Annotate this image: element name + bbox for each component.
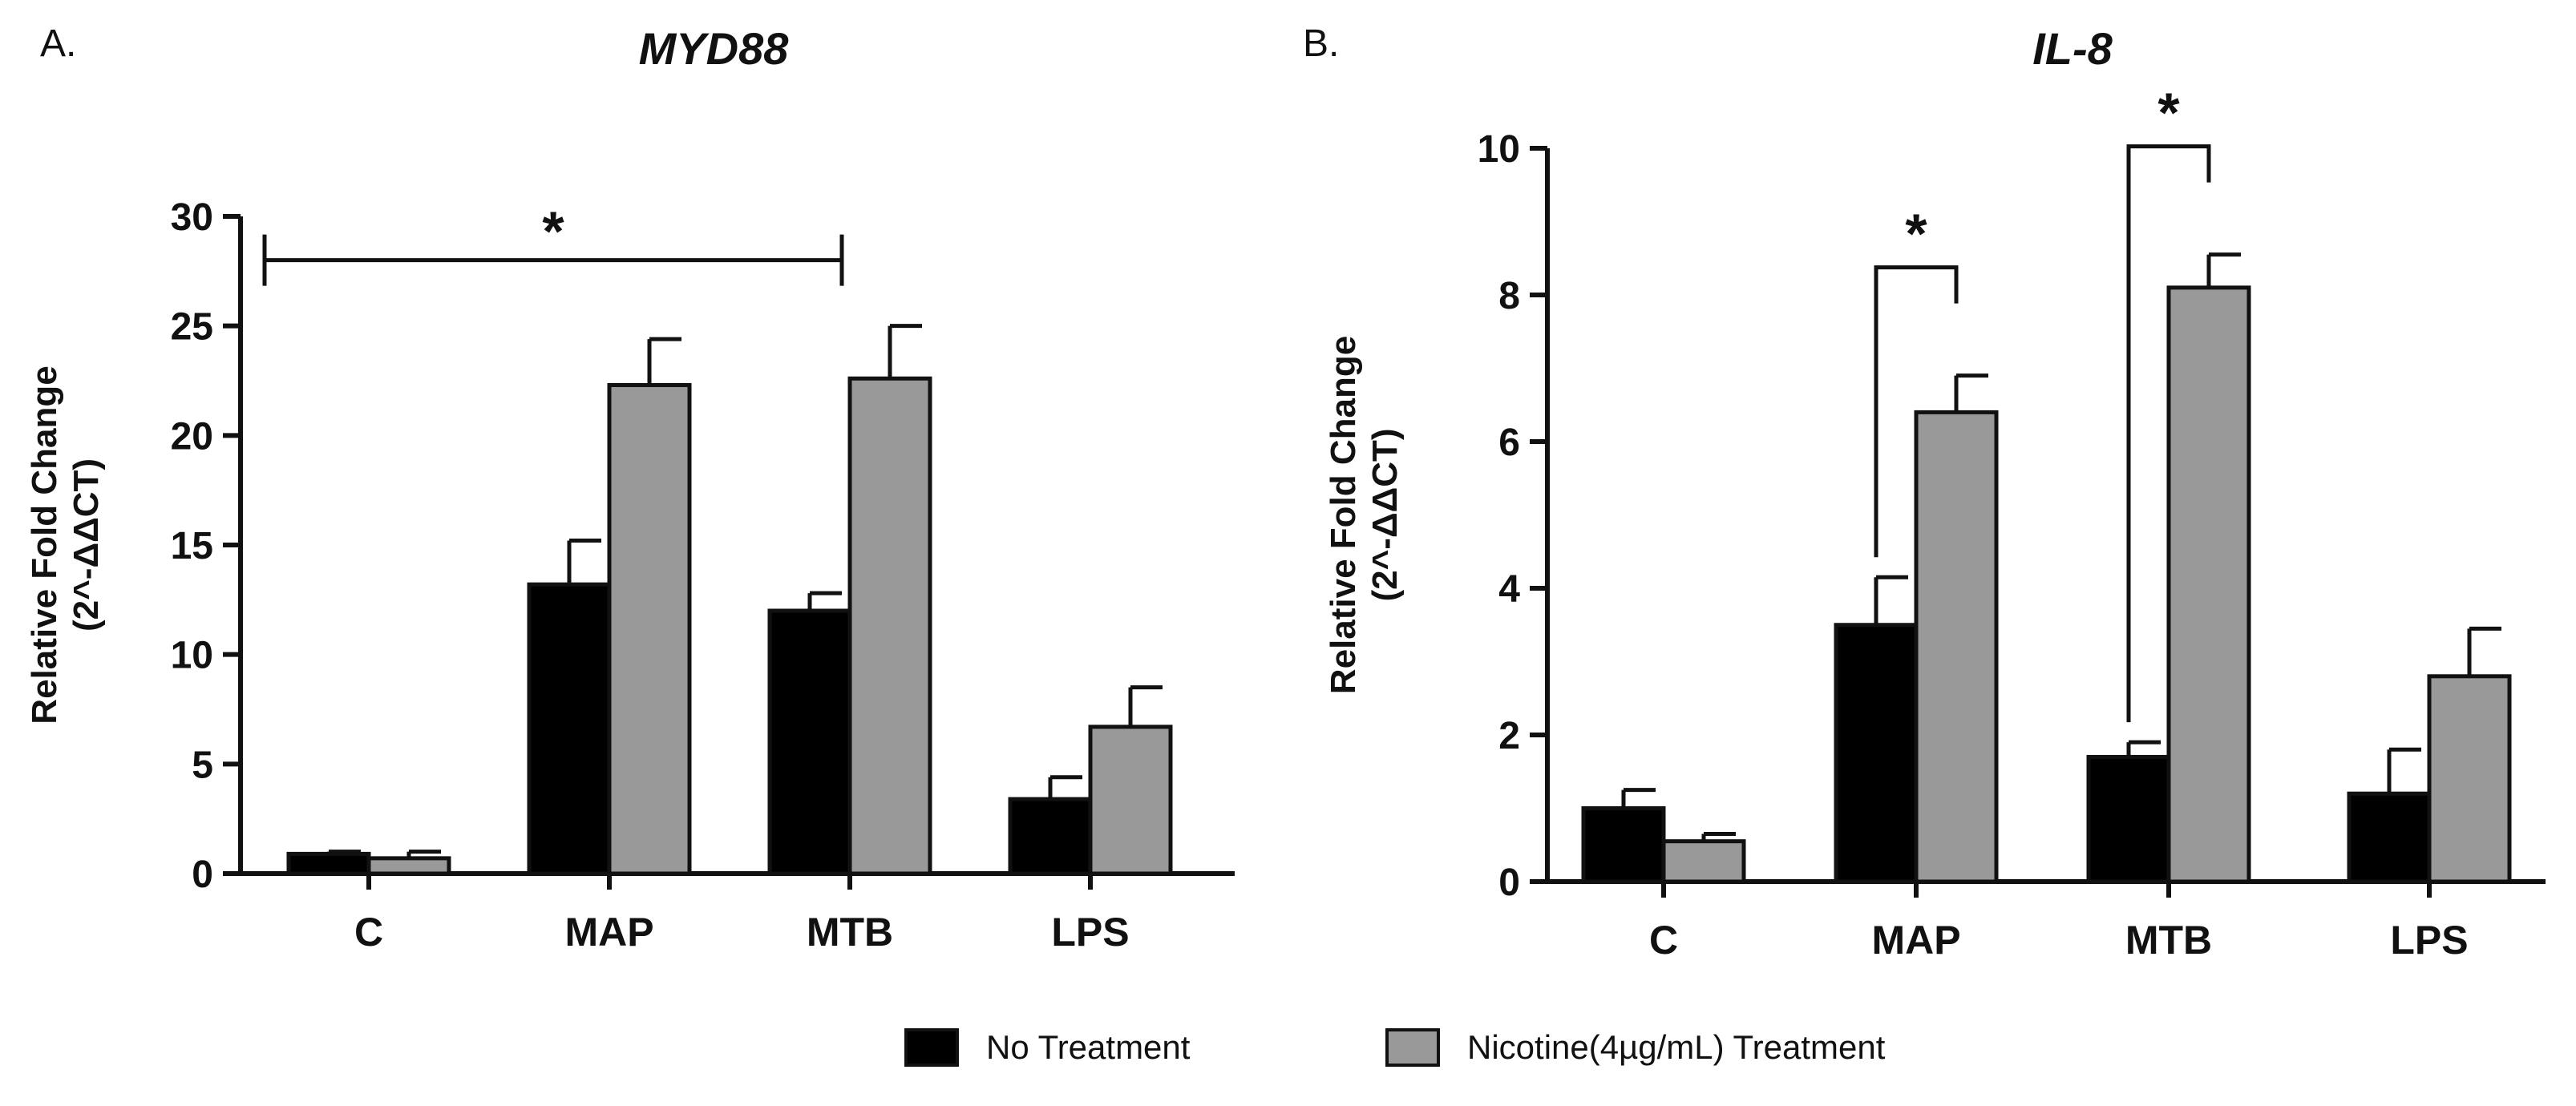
legend: No Treatment Nicotine(4µg/mL) Treatment [904,1028,1886,1067]
x-tick-label: LPS [2390,918,2468,963]
legend-label: Nicotine(4µg/mL) Treatment [1467,1028,1886,1066]
y-tick-label: 30 [171,196,213,239]
bar [1661,839,1746,884]
significance-bracket [1874,265,1959,558]
y-axis-label-line1: Relative Fold Change [25,365,64,724]
y-tick-label: 0 [1498,862,1520,904]
y-tick-label: 20 [171,415,213,458]
legend-swatch [904,1028,959,1067]
significance-star: * [542,200,564,263]
x-tick-label: C [1649,918,1678,963]
panel-letter: B. [1303,22,1339,65]
bar [607,382,692,876]
x-tick-label: MTB [807,910,893,955]
significance-bracket [2126,144,2211,723]
y-axis-label: Relative Fold Change (2^-ΔΔCT) [25,365,106,724]
bar [1088,725,1173,876]
bar [527,582,612,876]
x-tick-label: MAP [564,910,653,955]
y-axis-label-line1: Relative Fold Change [1324,336,1363,694]
x-tick-label: MAP [1871,918,1960,963]
bar [1581,806,1666,884]
y-tick-label: 4 [1498,568,1520,611]
legend-swatch [1385,1028,1440,1067]
x-tick-label: C [354,910,383,955]
y-tick-label: 25 [171,306,213,349]
significance-star: * [1905,203,1927,265]
bar [2086,754,2171,884]
bar [286,851,371,876]
significance-star: * [2157,82,2180,144]
y-tick-label: 10 [1478,128,1520,171]
y-tick-label: 8 [1498,275,1520,317]
bar [2166,285,2251,884]
chart-title: IL-8 [2032,23,2113,74]
bar [847,376,932,876]
chart-title: MYD88 [639,23,790,74]
bar [2347,791,2432,884]
y-tick-label: 5 [192,744,213,786]
x-tick-label: MTB [2125,918,2212,963]
bar [1008,797,1093,876]
bar [366,856,451,876]
bar [767,608,852,876]
bar [2427,674,2512,884]
y-axis-label-line2: (2^-ΔΔCT) [67,458,106,632]
bar [1914,410,1999,884]
bar [1834,623,1919,884]
panel-b-chart: B. IL-8 Relative Fold Change (2^-ΔΔCT) 0 2 4 6 8… [1303,22,2546,963]
y-tick-label: 2 [1498,715,1520,757]
legend-label: No Treatment [986,1028,1191,1066]
y-tick-label: 10 [171,635,213,677]
panel-letter: A. [40,22,76,65]
y-axis-label: Relative Fold Change (2^-ΔΔCT) [1324,336,1405,694]
y-tick-label: 0 [192,854,213,896]
panel-a-chart: A. MYD88 Relative Fold Change (2^-ΔΔCT) 0 5 10… [25,22,1235,955]
y-axis-label-line2: (2^-ΔΔCT) [1365,428,1405,601]
x-tick-label: LPS [1051,910,1129,955]
y-tick-label: 6 [1498,422,1520,464]
y-tick-label: 15 [171,525,213,567]
